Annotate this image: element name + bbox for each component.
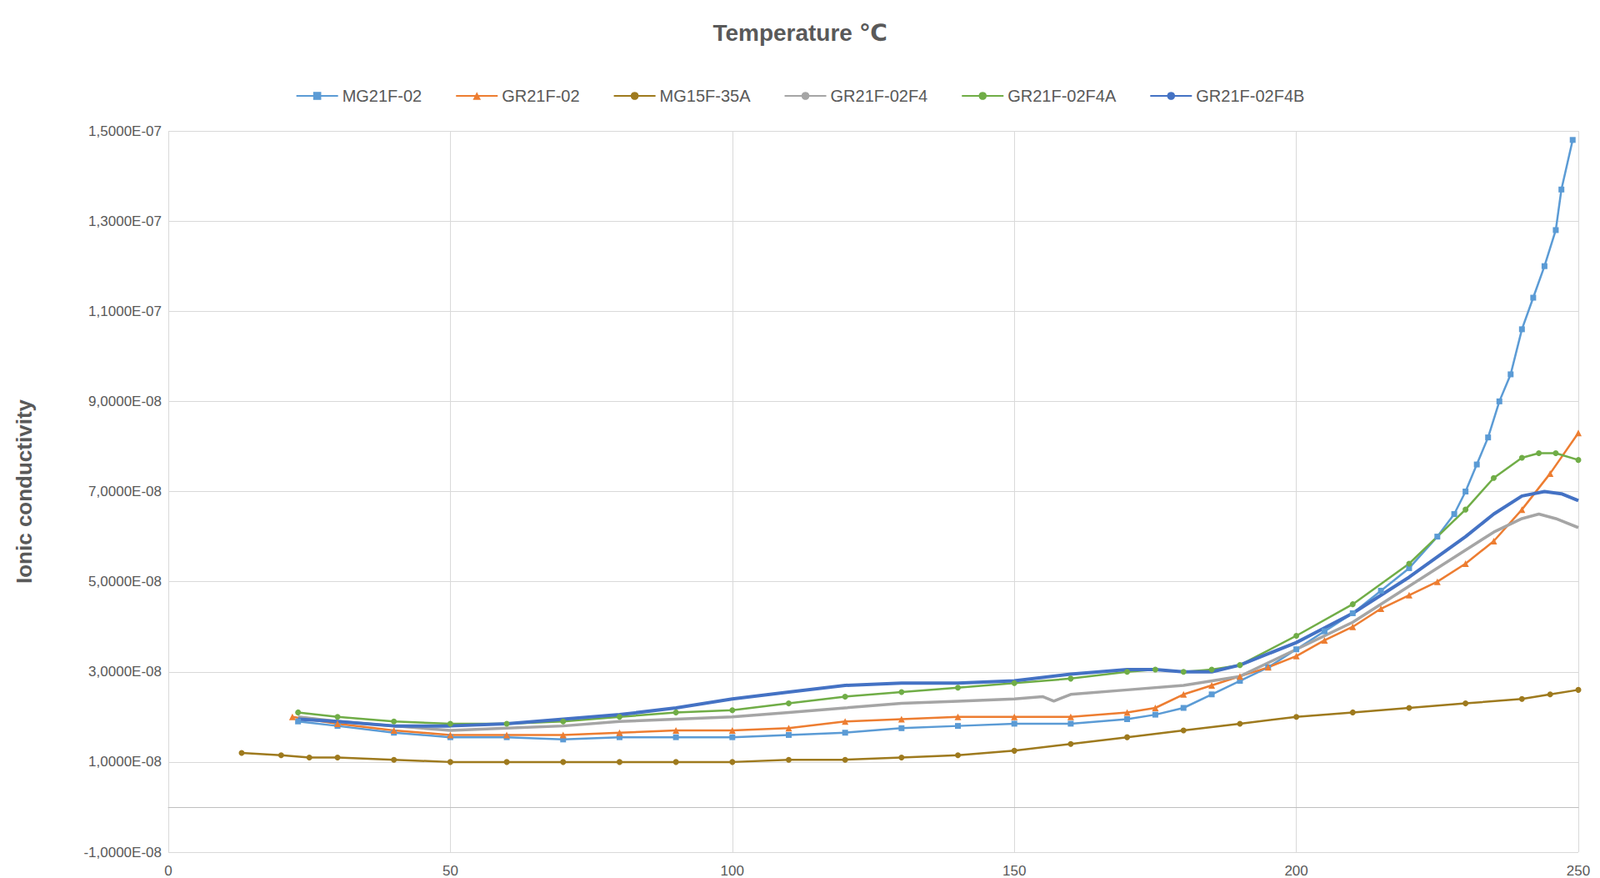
svg-text:GR21F-02F4: GR21F-02F4 (830, 86, 929, 105)
svg-text:250: 250 (1566, 862, 1590, 878)
svg-text:5,0000E-08: 5,0000E-08 (88, 573, 162, 590)
svg-text:100: 100 (720, 862, 745, 878)
svg-text:0: 0 (164, 862, 172, 878)
svg-text:50: 50 (442, 862, 459, 878)
svg-text:MG21F-02: MG21F-02 (342, 86, 423, 105)
svg-text:Ionic conductivity: Ionic conductivity (11, 398, 37, 584)
svg-text:200: 200 (1284, 862, 1308, 878)
svg-text:-1,0000E-08: -1,0000E-08 (83, 844, 162, 860)
svg-text:9,0000E-08: 9,0000E-08 (88, 393, 162, 410)
svg-text:1,5000E-07: 1,5000E-07 (88, 123, 162, 140)
svg-text:Temperature ℃: Temperature ℃ (712, 20, 887, 46)
svg-text:3,0000E-08: 3,0000E-08 (88, 663, 162, 680)
svg-text:MG15F-35A: MG15F-35A (660, 86, 752, 105)
svg-text:150: 150 (1002, 862, 1026, 878)
svg-text:GR21F-02F4B: GR21F-02F4B (1195, 86, 1305, 105)
svg-text:1,0000E-08: 1,0000E-08 (88, 753, 162, 770)
svg-text:GR21F-02F4A: GR21F-02F4A (1007, 86, 1117, 105)
svg-text:7,0000E-08: 7,0000E-08 (88, 483, 162, 500)
svg-text:GR21F-02: GR21F-02 (501, 86, 580, 105)
svg-text:1,1000E-07: 1,1000E-07 (88, 303, 162, 320)
svg-text:1,3000E-07: 1,3000E-07 (88, 213, 162, 230)
